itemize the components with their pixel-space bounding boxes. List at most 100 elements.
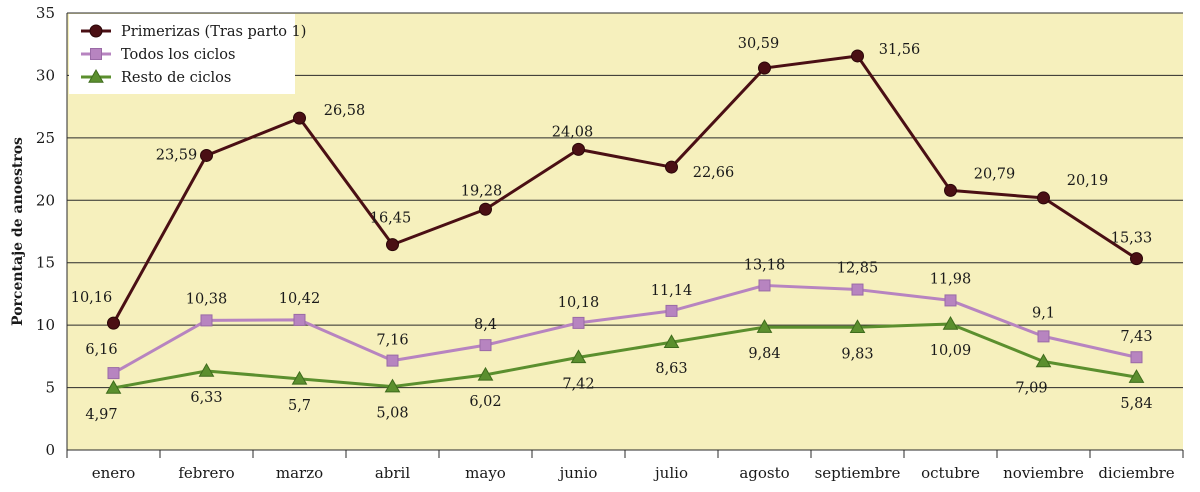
legend-marker-circle: [89, 24, 103, 38]
series-line: [113, 322, 1137, 390]
data-label: 6,16: [85, 342, 117, 358]
legend: Primerizas (Tras parto 1) Todos los ciclo…: [69, 14, 306, 94]
x-tick-label: diciembre: [1098, 464, 1174, 482]
data-label: 8,63: [655, 361, 687, 377]
data-point-circle: [293, 111, 306, 125]
data-point-square: [944, 294, 957, 307]
data-label: 16,45: [370, 211, 412, 227]
data-label: 4,97: [85, 407, 117, 423]
data-point-triangle: [756, 319, 773, 333]
data-point-circle: [107, 316, 120, 330]
x-tick-label: enero: [92, 464, 136, 482]
data-point-square: [758, 279, 771, 292]
data-point-circle: [386, 238, 399, 252]
x-tick-label: abril: [375, 464, 411, 482]
x-tick-label: noviembre: [1003, 464, 1084, 482]
y-tick-label: 35: [36, 4, 55, 22]
data-point-triangle: [1128, 369, 1145, 383]
data-label: 30,59: [738, 36, 780, 52]
data-label: 7,16: [376, 333, 408, 349]
x-tick-label: mayo: [465, 464, 506, 482]
data-point-square: [293, 313, 306, 326]
data-point-circle: [944, 183, 957, 197]
data-label: 20,19: [1067, 173, 1109, 189]
data-point-circle: [851, 49, 864, 63]
data-label: 22,66: [693, 165, 735, 181]
data-label: 10,16: [71, 290, 113, 306]
data-label: 10,42: [279, 291, 321, 307]
data-label: 9,84: [748, 346, 780, 362]
legend-label: Todos los ciclos: [121, 47, 235, 63]
data-label: 8,4: [474, 317, 497, 333]
data-label: 23,59: [156, 147, 198, 163]
data-label: 6,02: [469, 394, 501, 410]
data-point-square: [200, 314, 213, 327]
data-label: 11,98: [930, 271, 972, 287]
x-tick-label: septiembre: [815, 464, 901, 482]
data-point-triangle: [663, 334, 680, 348]
y-tick-label: 25: [36, 129, 55, 147]
data-label: 5,7: [288, 398, 311, 414]
y-tick-label: 10: [36, 316, 55, 334]
data-label: 6,33: [190, 390, 222, 406]
legend-label: Primerizas (Tras parto 1): [121, 24, 306, 40]
data-label: 10,18: [558, 295, 600, 311]
data-labels: 10,16 23,59 26,58 16,45 19,28 24,08 22,66 30,59…: [71, 36, 1153, 423]
data-label: 7,43: [1120, 329, 1152, 345]
data-point-triangle: [384, 378, 401, 393]
data-point-triangle: [942, 316, 959, 330]
data-point-triangle: [198, 362, 215, 377]
data-point-square: [386, 354, 399, 367]
data-point-square: [479, 339, 492, 352]
data-label: 13,18: [744, 257, 786, 273]
data-label: 19,28: [461, 183, 503, 199]
y-tick-label: 15: [36, 254, 55, 272]
data-point-triangle: [477, 366, 494, 381]
data-point-triangle: [291, 370, 308, 385]
data-point-circle: [479, 202, 492, 216]
data-label: 10,09: [930, 343, 972, 359]
data-label: 12,85: [837, 261, 879, 277]
data-point-circle: [1130, 252, 1143, 266]
legend-marker-square: [90, 48, 102, 60]
data-point-triangle: [849, 319, 866, 334]
data-point-triangle: [570, 349, 587, 364]
y-axis-title: Porcentaje de anoestros: [10, 137, 26, 326]
series-line: [112, 283, 1137, 375]
data-point-square: [107, 367, 120, 380]
data-point-square: [851, 283, 864, 296]
x-tick-label: octubre: [921, 464, 980, 482]
data-point-square: [665, 304, 678, 317]
data-label: 7,09: [1015, 380, 1047, 396]
x-tick-label: marzo: [276, 464, 323, 482]
data-label: 15,33: [1111, 231, 1153, 247]
data-point-square: [572, 316, 585, 329]
x-tick-label: febrero: [178, 464, 234, 482]
data-point-circle: [200, 148, 213, 162]
data-label: 10,38: [186, 291, 228, 307]
data-point-triangle: [105, 379, 122, 394]
data-label: 7,42: [562, 376, 594, 392]
data-point-triangle: [1035, 353, 1052, 368]
y-tick-label: 5: [45, 379, 55, 397]
series-layer: [105, 49, 1145, 394]
data-label: 9,83: [841, 346, 873, 362]
data-point-circle: [665, 160, 678, 174]
y-tick-label: 20: [36, 191, 55, 209]
data-label: 24,08: [552, 124, 594, 140]
data-label: 26,58: [324, 103, 366, 119]
y-tick-label: 0: [45, 441, 55, 459]
data-point-circle: [758, 61, 771, 75]
data-label: 20,79: [974, 166, 1016, 182]
axes: 0 5 10 15 20 25 30 35 enero febrero marzo abril mayo…: [36, 4, 1184, 482]
x-tick-label: julio: [653, 464, 688, 482]
series-line: [112, 54, 1138, 324]
data-label: 31,56: [879, 42, 921, 58]
data-label: 11,14: [651, 283, 693, 299]
data-point-circle: [1037, 191, 1050, 205]
data-label: 9,1: [1032, 305, 1055, 321]
data-label: 5,08: [376, 406, 408, 422]
x-tick-label: junio: [558, 464, 598, 482]
legend-label: Resto de ciclos: [121, 70, 231, 86]
